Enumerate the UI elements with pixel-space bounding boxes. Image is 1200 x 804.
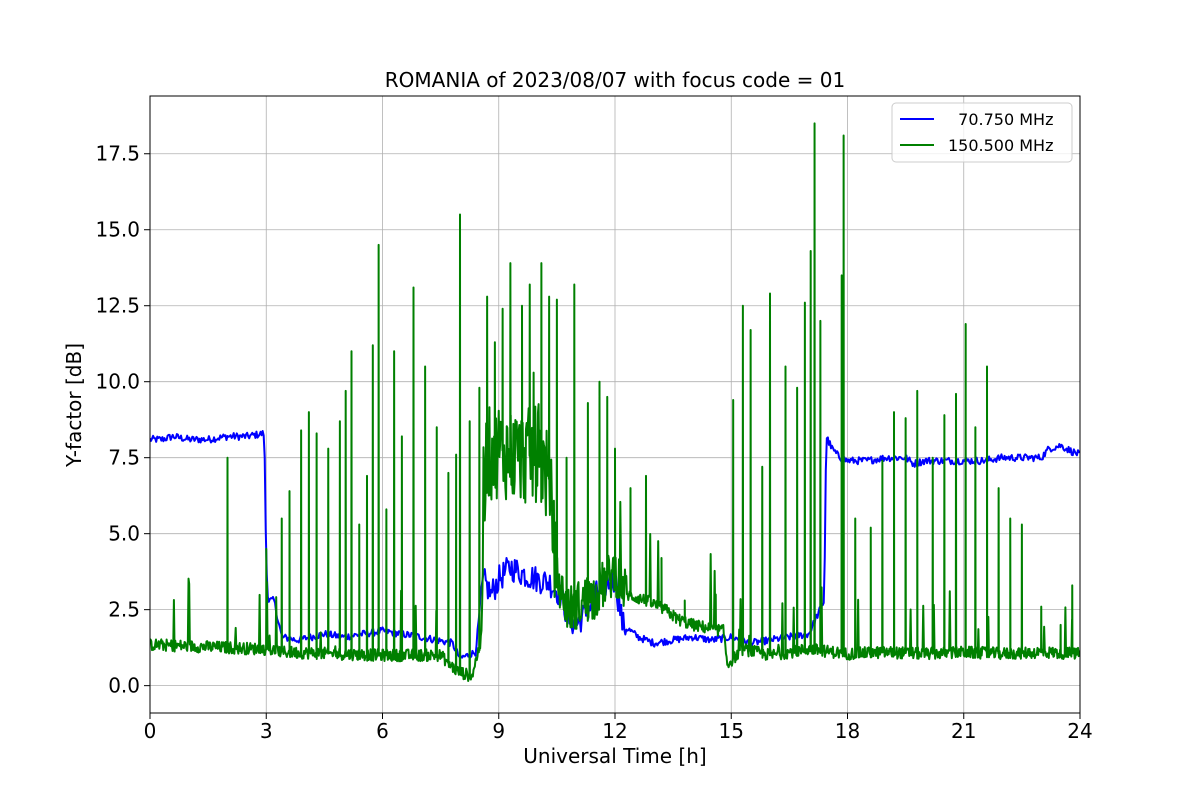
x-tick-label: 3 [260, 719, 273, 743]
y-tick-label: 5.0 [108, 522, 140, 546]
legend: 70.750 MHz 150.500 MHz [891, 102, 1073, 163]
x-tick-label: 24 [1067, 719, 1092, 743]
series-line-150mhz [150, 122, 1080, 682]
y-tick-label: 7.5 [108, 446, 140, 470]
legend-box [891, 102, 1073, 163]
y-axis: 0.0 2.5 5.0 7.5 10.0 12.5 15.0 17.5 [95, 142, 150, 698]
series-layer [150, 122, 1080, 682]
y-tick-label: 10.0 [95, 370, 140, 394]
y-tick-label: 15.0 [95, 218, 140, 242]
legend-label-150mhz: 150.500 MHz [948, 136, 1053, 155]
x-axis: 0 3 6 9 12 15 18 21 24 [144, 713, 1093, 743]
legend-label-70mhz: 70.750 MHz [948, 110, 1053, 129]
x-tick-label: 15 [719, 719, 744, 743]
x-tick-label: 12 [602, 719, 627, 743]
y-axis-label: Y-factor [dB] [62, 343, 86, 468]
x-tick-label: 18 [835, 719, 860, 743]
x-axis-label: Universal Time [h] [523, 744, 706, 768]
y-tick-label: 17.5 [95, 142, 140, 166]
y-tick-label: 0.0 [108, 674, 140, 698]
x-tick-label: 0 [144, 719, 157, 743]
x-tick-label: 9 [492, 719, 505, 743]
x-tick-label: 21 [951, 719, 976, 743]
x-tick-label: 6 [376, 719, 389, 743]
y-tick-label: 12.5 [95, 294, 140, 318]
chart-title: ROMANIA of 2023/08/07 with focus code = … [385, 68, 845, 92]
y-tick-label: 2.5 [108, 598, 140, 622]
